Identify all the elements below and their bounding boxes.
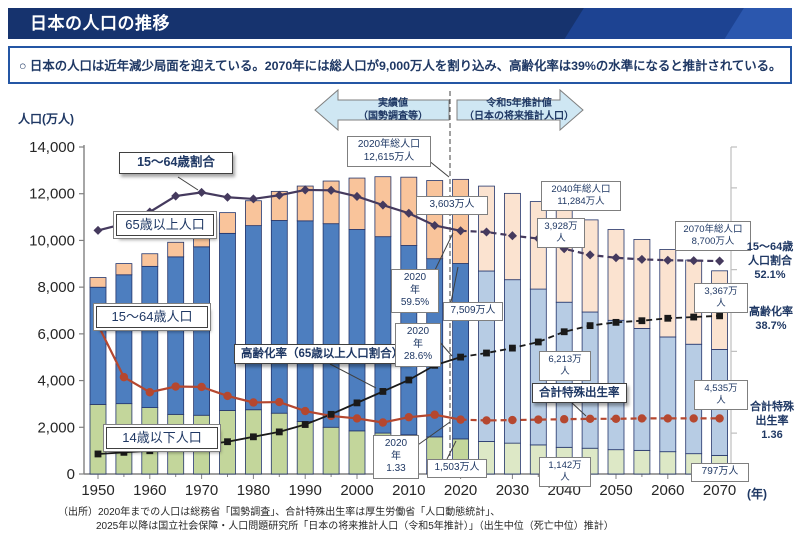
source-note: （出所）2020年までの人口は総務省「国勢調査」、合計特殊出生率は厚生労働省「人… xyxy=(58,506,614,533)
legend-working-share-label: 15～64歳割合 xyxy=(119,152,233,174)
source-line-2: 2025年以降は国立社会保障・人口問題研究所「日本の将来推計人口（令和5年推計）… xyxy=(96,520,614,532)
end-label-working-share: 15～64歳 人口割合 52.1% xyxy=(746,241,794,281)
svg-text:1980: 1980 xyxy=(237,482,270,499)
svg-text:12,000: 12,000 xyxy=(29,186,75,203)
svg-text:1950: 1950 xyxy=(81,482,114,499)
end-label-aging-rate: 高齢化率 38.7% xyxy=(749,306,793,332)
svg-text:4,000: 4,000 xyxy=(37,373,75,390)
svg-text:8,000: 8,000 xyxy=(37,279,75,296)
callout-working-share-2020: 2020 年 59.5% xyxy=(391,269,439,313)
svg-text:2060: 2060 xyxy=(651,482,684,499)
svg-text:1960: 1960 xyxy=(133,482,166,499)
actual-period-arrow-label: 実績値 （国勢調査等） xyxy=(358,98,428,122)
projection-period-arrow-label: 令和5年推計値 （日本の将来推計人口） xyxy=(464,98,574,122)
y-axis-title: 人口(万人) xyxy=(18,112,74,126)
callout-elderly-2040: 3,928万 人 xyxy=(537,218,585,248)
callout-total-2020: 2020年総人口 12,615万人 xyxy=(347,136,431,167)
callout-child-2070: 797万人 xyxy=(691,463,749,482)
legend-fertility-rate-label: 合計特殊出生率 xyxy=(532,383,627,404)
svg-text:0: 0 xyxy=(67,466,75,483)
x-axis-unit: (年) xyxy=(747,487,767,501)
callout-working-2020: 7,509万人 xyxy=(443,302,503,321)
callout-total-2070: 2070年総人口 8,700万人 xyxy=(675,221,751,251)
callout-child-2020: 1,503万人 xyxy=(427,459,487,478)
callout-child-2040: 1,142万 人 xyxy=(539,457,591,487)
callout-working-2040: 6,213万 人 xyxy=(539,351,591,381)
legend-working-population-label: 15～64歳人口 xyxy=(96,306,208,329)
source-line-1: （出所）2020年までの人口は総務省「国勢調査」、合計特殊出生率は厚生労働省「人… xyxy=(58,507,501,518)
svg-text:2020: 2020 xyxy=(444,482,477,499)
svg-text:2,000: 2,000 xyxy=(37,419,75,436)
callout-elderly-2020: 3,603万人 xyxy=(416,196,488,215)
svg-text:2070: 2070 xyxy=(703,482,736,499)
svg-text:14,000: 14,000 xyxy=(29,139,75,156)
svg-text:2000: 2000 xyxy=(340,482,373,499)
svg-text:1970: 1970 xyxy=(185,482,218,499)
legend-elderly-population-label: 65歳以上人口 xyxy=(116,214,214,237)
svg-text:2050: 2050 xyxy=(599,482,632,499)
svg-text:6,000: 6,000 xyxy=(37,326,75,343)
callout-working-2070: 4,535万 人 xyxy=(694,380,748,410)
callout-elderly-2070: 3,367万 人 xyxy=(694,283,748,313)
svg-text:10,000: 10,000 xyxy=(29,232,75,249)
legend-child-population-label: 14歳以下人口 xyxy=(106,427,218,450)
end-label-fertility-rate: 合計特殊 出生率 1.36 xyxy=(750,401,794,441)
svg-text:1990: 1990 xyxy=(289,482,322,499)
callout-total-2040: 2040年総人口 11,284万人 xyxy=(541,181,621,211)
svg-text:2010: 2010 xyxy=(392,482,425,499)
page-title: 日本の人口の推移 xyxy=(30,14,170,33)
callout-fertility-2020: 2020 年 1.33 xyxy=(373,435,419,479)
legend-aging-rate-label: 高齢化率（65歳以上人口割合） xyxy=(234,344,411,365)
title-bar: 日本の人口の推移 xyxy=(8,8,792,39)
summary-note-box: ○ 日本の人口は近年減少局面を迎えている。2070年には総人口が9,000万人を… xyxy=(8,46,792,84)
svg-text:2030: 2030 xyxy=(496,482,529,499)
callout-aging-rate-2020: 2020 年 28.6% xyxy=(395,323,441,367)
summary-note-text: ○ 日本の人口は近年減少局面を迎えている。2070年には総人口が9,000万人を… xyxy=(19,59,782,73)
